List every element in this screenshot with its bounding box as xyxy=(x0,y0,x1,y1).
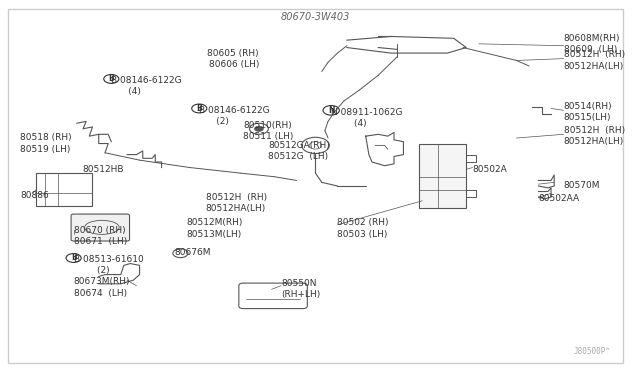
FancyBboxPatch shape xyxy=(419,144,467,208)
Text: B 08513-61610
        (2): B 08513-61610 (2) xyxy=(74,255,143,275)
Text: 80570M: 80570M xyxy=(564,182,600,190)
Text: 80512H  (RH)
80512HA(LH): 80512H (RH) 80512HA(LH) xyxy=(564,51,625,71)
Text: B: B xyxy=(108,74,114,83)
Text: 80518 (RH)
80519 (LH): 80518 (RH) 80519 (LH) xyxy=(20,134,72,154)
Text: 80886: 80886 xyxy=(20,191,49,200)
Text: 80670-3W403: 80670-3W403 xyxy=(281,13,350,22)
Text: 80502AA: 80502AA xyxy=(538,195,580,203)
Text: 80608M(RH)
80609  (LH): 80608M(RH) 80609 (LH) xyxy=(564,34,620,54)
Circle shape xyxy=(255,126,263,131)
Text: 80605 (RH)
80606 (LH): 80605 (RH) 80606 (LH) xyxy=(207,49,259,69)
Text: 80673M(RH)
80674  (LH): 80673M(RH) 80674 (LH) xyxy=(74,278,130,298)
Text: 80550N
(RH+LH): 80550N (RH+LH) xyxy=(281,279,320,299)
Text: 80512HB: 80512HB xyxy=(83,165,124,174)
Text: 80510(RH)
80511 (LH): 80510(RH) 80511 (LH) xyxy=(243,121,294,141)
Text: 80512H  (RH)
80512HA(LH): 80512H (RH) 80512HA(LH) xyxy=(205,193,267,213)
Text: B 08146-6122G
      (2): B 08146-6122G (2) xyxy=(199,106,270,126)
Text: 80512M(RH)
80513M(LH): 80512M(RH) 80513M(LH) xyxy=(187,218,243,238)
Text: B 08146-6122G
      (4): B 08146-6122G (4) xyxy=(111,76,182,96)
Text: 80514(RH)
80515(LH): 80514(RH) 80515(LH) xyxy=(564,102,612,122)
Text: 80676M: 80676M xyxy=(174,248,211,257)
Text: 80512H  (RH)
80512HA(LH): 80512H (RH) 80512HA(LH) xyxy=(564,126,625,146)
Text: N: N xyxy=(328,106,335,115)
Text: B: B xyxy=(71,253,77,263)
Text: N 08911-1062G
        (4): N 08911-1062G (4) xyxy=(331,108,403,128)
Text: 80502 (RH)
80503 (LH): 80502 (RH) 80503 (LH) xyxy=(337,218,389,238)
FancyBboxPatch shape xyxy=(71,214,129,241)
Text: 80502A: 80502A xyxy=(472,165,508,174)
Text: 80670 (RH)
80671  (LH): 80670 (RH) 80671 (LH) xyxy=(74,226,127,246)
Text: 80512GA(RH)
80512G  (LH): 80512GA(RH) 80512G (LH) xyxy=(268,141,330,161)
Text: J80500P^: J80500P^ xyxy=(573,347,611,356)
Text: B: B xyxy=(196,104,202,113)
Bar xyxy=(36,173,92,206)
